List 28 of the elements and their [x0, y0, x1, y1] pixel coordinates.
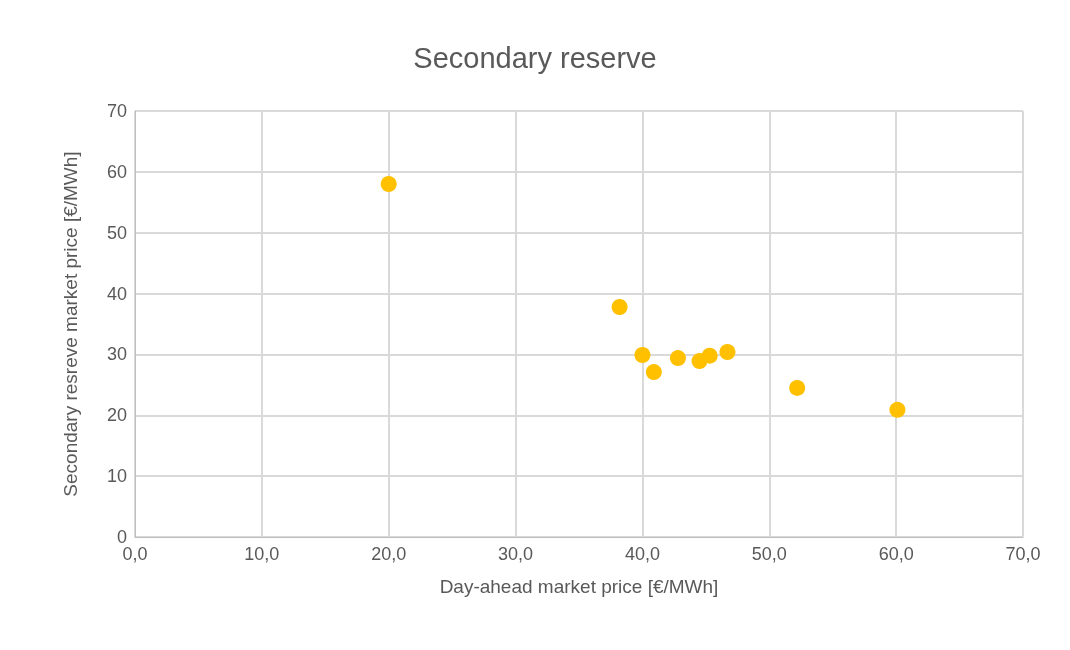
point: [645, 364, 662, 381]
point: [719, 344, 736, 360]
x-tick-label: 30,0: [498, 544, 534, 564]
point: [634, 347, 651, 364]
y-tick-label: 50: [106, 222, 127, 243]
point: [701, 347, 718, 364]
x-tick-label: 70,0: [1005, 544, 1041, 564]
y-tick-label: 0: [116, 527, 127, 547]
y-tick-label: 30: [106, 344, 127, 365]
x-tick-label: 0,0: [122, 544, 148, 564]
point: [380, 176, 397, 193]
point: [789, 379, 806, 396]
x-tick-label: 10,0: [244, 544, 280, 564]
x-axis-title: Day-ahead market price [€/MWh]: [439, 576, 719, 597]
x-tick-label: 20,0: [371, 544, 407, 564]
y-tick-label: 10: [106, 466, 127, 487]
y-tick-label: 40: [106, 283, 127, 304]
x-tick-label: 60,0: [878, 544, 914, 564]
y-tick-label: 60: [106, 161, 127, 182]
point: [611, 298, 628, 315]
point: [889, 401, 906, 418]
y-tick-label: 20: [106, 405, 127, 426]
y-axis-title: Secondary resreve market price [€/MWh]: [60, 151, 81, 497]
chart-title: Secondary reserve: [413, 41, 657, 74]
y-tick-label: 70: [106, 101, 127, 121]
point: [669, 350, 686, 367]
x-tick-label: 50,0: [751, 544, 787, 564]
x-tick-label: 40,0: [624, 544, 660, 564]
